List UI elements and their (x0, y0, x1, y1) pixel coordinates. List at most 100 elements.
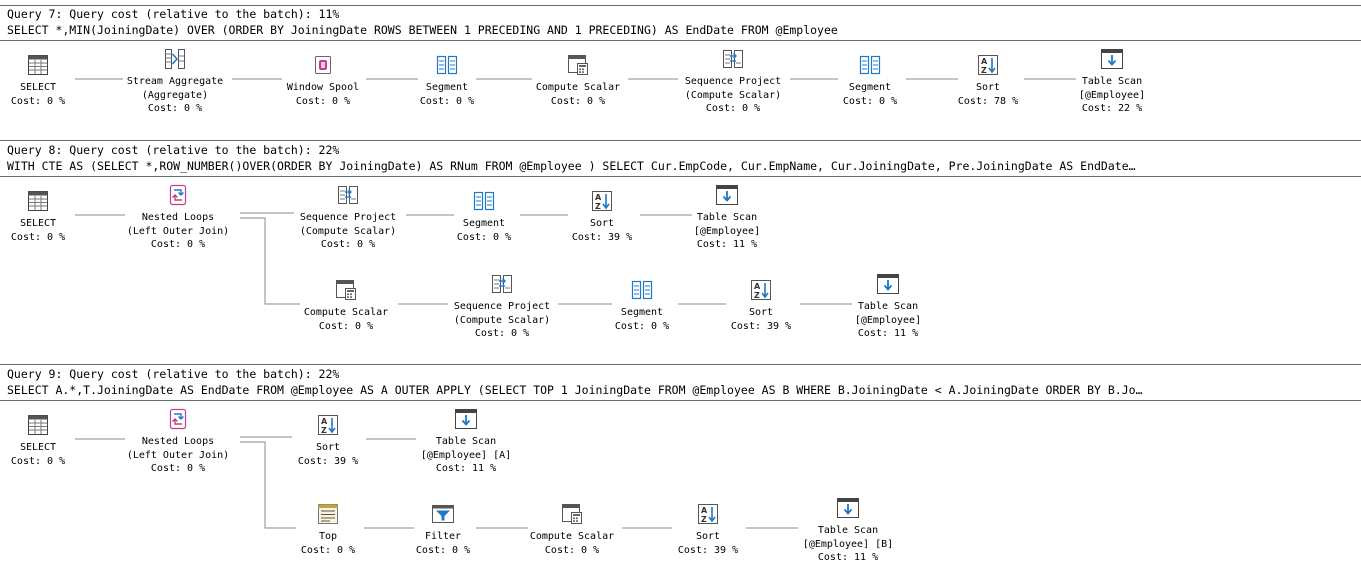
node-subtitle: (Left Outer Join) (126, 449, 230, 461)
plan-node-sequence-project[interactable]: Sequence Project (Compute Scalar) Cost: … (676, 47, 790, 116)
plan-node-compute-scalar[interactable]: Compute Scalar Cost: 0 % (528, 53, 628, 108)
node-label: Sequence Project (299, 212, 397, 223)
node-cost: Cost: 0 % (419, 95, 475, 107)
sequence-project-icon (490, 272, 514, 296)
node-label: Sort (589, 218, 615, 229)
table-scan-icon (454, 407, 478, 431)
node-label: Segment (462, 218, 506, 229)
node-cost: Cost: 11 % (857, 328, 919, 339)
node-cost: Cost: 78 % (957, 95, 1019, 107)
plan-node-compute-scalar[interactable]: Compute Scalar Cost: 0 % (296, 278, 396, 333)
node-label: Segment (848, 82, 892, 93)
table-scan-icon (1100, 47, 1124, 71)
plan-node-sequence-project[interactable]: Sequence Project (Compute Scalar) Cost: … (446, 272, 558, 341)
node-label: Sort (975, 82, 1001, 93)
node-cost: Cost: 39 % (297, 455, 359, 467)
plan-node-table-scan[interactable]: Table Scan [@Employee] Cost: 22 % (1072, 47, 1152, 116)
node-label: Table Scan (696, 212, 758, 223)
plan-node-select[interactable]: SELECT Cost: 0 % (6, 189, 70, 244)
plan-node-segment[interactable]: Segment Cost: 0 % (836, 53, 904, 108)
node-label: Compute Scalar (303, 307, 389, 318)
node-cost: Cost: 0 % (10, 231, 66, 243)
plan-node-segment[interactable]: Segment Cost: 0 % (450, 189, 518, 244)
plan-node-top[interactable]: Top Cost: 0 % (292, 502, 364, 557)
plan-node-window-spool[interactable]: Window Spool Cost: 0 % (280, 53, 366, 108)
plan-node-table-scan[interactable]: Table Scan [@Employee] [B] Cost: 11 % (796, 496, 900, 565)
plan-node-compute-scalar[interactable]: Compute Scalar Cost: 0 % (522, 502, 622, 557)
plan-node-select[interactable]: SELECT Cost: 0 % (6, 53, 70, 108)
node-label: Sort (315, 442, 341, 453)
top-icon (316, 502, 340, 526)
plan-node-select[interactable]: SELECT Cost: 0 % (6, 413, 70, 468)
node-cost: Cost: 0 % (320, 239, 376, 250)
query-7-sql[interactable]: SELECT *,MIN(JoiningDate) OVER (ORDER BY… (7, 23, 838, 37)
plan-node-segment[interactable]: Segment Cost: 0 % (608, 278, 676, 333)
query-8-header: Query 8: Query cost (relative to the bat… (7, 143, 340, 157)
plan-node-filter[interactable]: Filter Cost: 0 % (408, 502, 478, 557)
node-cost: Cost: 0 % (150, 239, 206, 250)
sort-icon (976, 53, 1000, 77)
node-label: Stream Aggregate (126, 76, 224, 87)
node-cost: Cost: 0 % (147, 103, 203, 114)
plan-node-nested-loops[interactable]: Nested Loops (Left Outer Join) Cost: 0 % (120, 183, 236, 252)
node-cost: Cost: 0 % (318, 320, 374, 332)
plan-node-segment[interactable]: Segment Cost: 0 % (414, 53, 480, 108)
node-cost: Cost: 0 % (614, 320, 670, 332)
node-label: Top (318, 531, 338, 542)
node-subtitle: (Compute Scalar) (299, 225, 397, 237)
node-cost: Cost: 0 % (300, 544, 356, 556)
node-label: Compute Scalar (535, 82, 621, 93)
sequence-project-icon (336, 183, 360, 207)
node-label: Table Scan (817, 525, 879, 536)
sort-icon (696, 502, 720, 526)
node-label: Nested Loops (141, 212, 215, 223)
node-cost: Cost: 22 % (1081, 103, 1143, 114)
plan-node-sort[interactable]: Sort Cost: 39 % (290, 413, 366, 468)
node-label: Window Spool (286, 82, 360, 93)
table-scan-icon (836, 496, 860, 520)
node-subtitle: [@Employee] [A] (420, 449, 512, 461)
node-subtitle: [@Employee] (854, 314, 922, 326)
node-label: Compute Scalar (529, 531, 615, 542)
plan-node-table-scan[interactable]: Table Scan [@Employee] [A] Cost: 11 % (414, 407, 518, 476)
table-scan-icon (715, 183, 739, 207)
stream-aggregate-icon (163, 47, 187, 71)
node-subtitle: (Aggregate) (141, 89, 209, 101)
node-cost: Cost: 0 % (550, 95, 606, 107)
sort-icon (749, 278, 773, 302)
plan-node-sort[interactable]: Sort Cost: 78 % (954, 53, 1022, 108)
plan-node-nested-loops[interactable]: Nested Loops (Left Outer Join) Cost: 0 % (120, 407, 236, 476)
node-cost: Cost: 0 % (150, 463, 206, 474)
plan-node-sort[interactable]: Sort Cost: 39 % (724, 278, 798, 333)
query-8-sql[interactable]: WITH CTE AS (SELECT *,ROW_NUMBER()OVER(O… (7, 159, 1136, 173)
plan-node-stream-aggregate[interactable]: Stream Aggregate (Aggregate) Cost: 0 % (120, 47, 230, 116)
nested-loops-icon (166, 183, 190, 207)
compute-scalar-icon (566, 53, 590, 77)
node-cost: Cost: 11 % (696, 239, 758, 250)
node-label: Sequence Project (453, 301, 551, 312)
plan-node-sequence-project[interactable]: Sequence Project (Compute Scalar) Cost: … (292, 183, 404, 252)
segment-icon (472, 189, 496, 213)
node-cost: Cost: 0 % (10, 455, 66, 467)
node-cost: Cost: 0 % (705, 103, 761, 114)
separator (0, 40, 1361, 41)
query-9-header: Query 9: Query cost (relative to the bat… (7, 367, 340, 381)
plan-node-table-scan[interactable]: Table Scan [@Employee] Cost: 11 % (688, 183, 766, 252)
plan-node-sort[interactable]: Sort Cost: 39 % (670, 502, 746, 557)
separator (0, 140, 1361, 141)
node-subtitle: (Left Outer Join) (126, 225, 230, 237)
plan-node-sort[interactable]: Sort Cost: 39 % (566, 189, 638, 244)
segment-icon (435, 53, 459, 77)
nested-loops-icon (166, 407, 190, 431)
sequence-project-icon (721, 47, 745, 71)
node-cost: Cost: 0 % (415, 544, 471, 556)
node-cost: Cost: 0 % (544, 544, 600, 556)
select-icon (26, 53, 50, 77)
node-cost: Cost: 39 % (730, 320, 792, 332)
query-9-sql[interactable]: SELECT A.*,T.JoiningDate AS EndDate FROM… (7, 383, 1143, 397)
plan-node-table-scan[interactable]: Table Scan [@Employee] Cost: 11 % (848, 272, 928, 341)
compute-scalar-icon (334, 278, 358, 302)
separator (0, 176, 1361, 177)
node-subtitle: [@Employee] (1078, 89, 1146, 101)
node-label: Sequence Project (684, 76, 782, 87)
